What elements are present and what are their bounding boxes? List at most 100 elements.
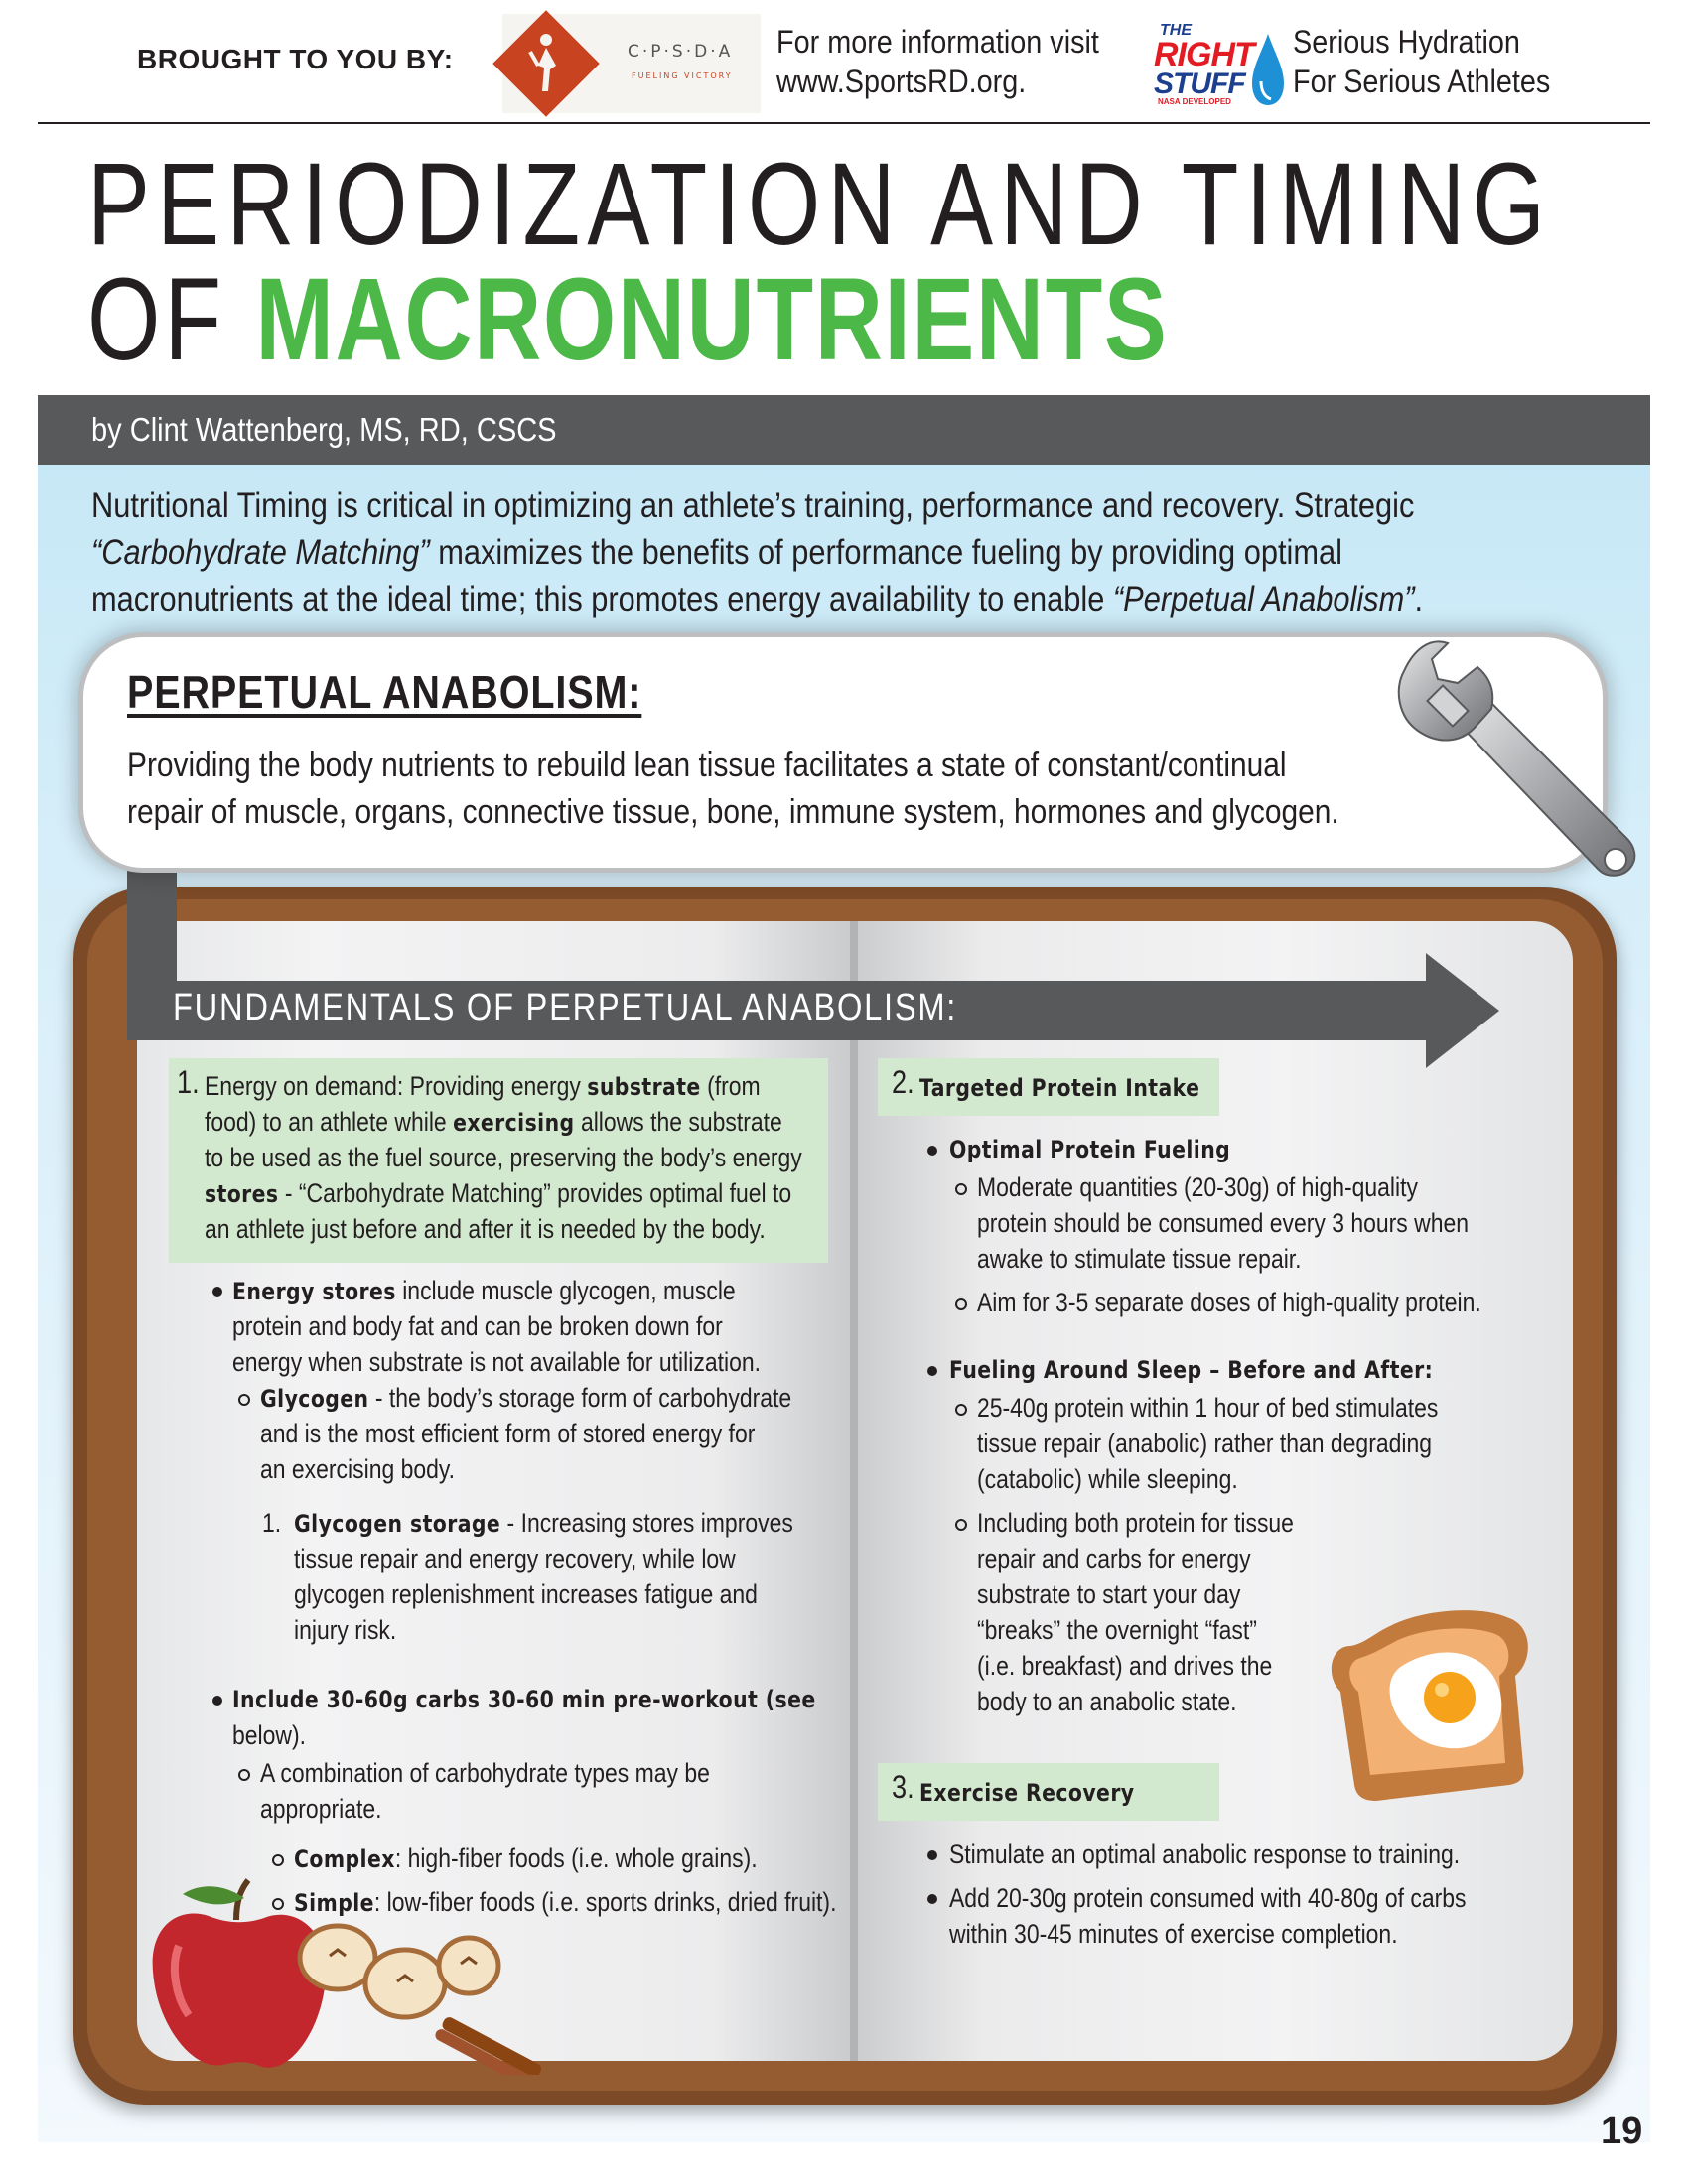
cpsda-logo: C·P·S·D·A FUELING VICTORY [492, 10, 761, 117]
bullet-dot [927, 1366, 937, 1376]
s1-l2b: exercising [453, 1109, 575, 1137]
fundamentals-title: FUNDAMENTALS OF PERPETUAL ANABOLISM: [173, 987, 958, 1028]
section-1-line-4: stores - “Carbohydrate Matching” provide… [205, 1175, 791, 1212]
section-3-number: 3. [892, 1769, 914, 1805]
section-1-line-3: to be used as the fuel source, preservin… [205, 1143, 802, 1172]
g-l1a: Glycogen [260, 1385, 369, 1413]
callout-body: Providing the body nutrients to rebuild … [127, 743, 1339, 836]
glycogen-line-3: an exercising body. [260, 1454, 456, 1484]
perpetual-anabolism-term: “Perpetual Anabolism” [1112, 580, 1415, 618]
fundamentals-banner [127, 981, 1428, 1040]
sub-bullet-ring [238, 1769, 250, 1781]
section-2-box [878, 1058, 1219, 1116]
byline-bar [38, 395, 1650, 465]
energy-stores-line-2: protein and body fat and can be broken d… [232, 1311, 723, 1341]
g-l1b: - the body’s storage form of carbohydrat… [368, 1383, 792, 1413]
logo-nasa-developed: NASA DEVELOPED [1158, 97, 1231, 106]
recovery-line-2: Add 20-30g protein consumed with 40-80g … [949, 1883, 1467, 1913]
right-stuff-logo: THE RIGHT STUFF NASA DEVELOPED [1152, 18, 1284, 107]
s1-l4b: - “Carbohydrate Matching” provides optim… [278, 1178, 792, 1208]
bullet-dot [927, 1146, 937, 1156]
logo-the: THE [1160, 22, 1192, 39]
s1-l1b: substrate [587, 1073, 701, 1101]
carbohydrate-matching-term: “Carbohydrate Matching” [91, 533, 430, 572]
bullet-dot [212, 1696, 222, 1706]
apple-and-cinnamon-icon [152, 1878, 542, 2075]
tagline-line-2: For Serious Athletes [1293, 64, 1551, 99]
sub-bullet-ring [272, 1854, 284, 1866]
intro-line-1: Nutritional Timing is critical in optimi… [91, 486, 1415, 525]
intro-line-3-start: macronutrients at the ideal time; this p… [91, 580, 1113, 618]
tagline-line-1: Serious Hydration [1293, 24, 1520, 60]
protein-bed-line-3: (catabolic) while sleeping. [977, 1464, 1238, 1494]
s1-l1c: (from [700, 1071, 761, 1101]
notebook-spine [850, 921, 858, 2061]
sub-bullet-ring [955, 1298, 967, 1310]
breakfast-line-1: Including both protein for tissue [977, 1508, 1294, 1538]
combination-line-1: A combination of carbohydrate types may … [260, 1758, 710, 1788]
fueling-around-sleep: Fueling Around Sleep – Before and After: [949, 1356, 1434, 1384]
cpsda-logo-tagline: FUELING VICTORY [632, 71, 733, 80]
author-byline: by Clint Wattenberg, MS, RD, CSCS [91, 411, 557, 448]
glycogen-line-1: Glycogen - the body’s storage form of ca… [260, 1380, 791, 1417]
sub-bullet-ring [955, 1183, 967, 1195]
cx-b: : high-fiber foods (i.e. whole grains). [394, 1843, 758, 1873]
page-title: PERIODIZATION AND TIMING OF MACRONUTRIEN… [87, 139, 1553, 378]
intro-line-2-rest: maximizes the benefits of performance fu… [429, 533, 1342, 572]
perpetual-anabolism-callout [83, 637, 1603, 868]
energy-stores-line-1: Energy stores include muscle glycogen, m… [232, 1273, 736, 1309]
section-1-box [169, 1058, 828, 1263]
pre-workout-line-2: below). [232, 1720, 306, 1750]
glycogen-line-2: and is the most efficient form of stored… [260, 1419, 756, 1448]
athlete-figure-icon [528, 34, 556, 91]
moderate-quantities-line-2: protein should be consumed every 3 hours… [977, 1208, 1470, 1238]
simple-carbs-line: Simple: low-fiber foods (i.e. sports dri… [294, 1884, 836, 1921]
glycogen-storage-line-3: glycogen replenishment increases fatigue… [294, 1579, 758, 1609]
protein-bed-line-1: 25-40g protein within 1 hour of bed stim… [977, 1393, 1439, 1423]
hydration-tagline: Serious Hydration For Serious Athletes [1293, 22, 1550, 101]
section-1-line-2: food) to an athlete while exercising all… [205, 1104, 782, 1141]
intro-line-3: macronutrients at the ideal time; this p… [91, 576, 1455, 622]
intro-paragraph: Nutritional Timing is critical in optimi… [91, 482, 1455, 622]
section-1-number: 1. [177, 1064, 200, 1100]
combination-line-2: appropriate. [260, 1794, 382, 1824]
title-line-1: PERIODIZATION AND TIMING [87, 139, 1553, 270]
logo-right: RIGHT [1154, 36, 1255, 73]
title-line-2: OF MACRONUTRIENTS [87, 261, 1552, 378]
intro-line-3-end: . [1414, 580, 1424, 618]
breakfast-line-3: substrate to start your day [977, 1579, 1241, 1609]
bullet-dot [927, 1894, 937, 1904]
page-number: 19 [1601, 2111, 1643, 2152]
header-divider [38, 122, 1650, 124]
callout-title: PERPETUAL ANABOLISM: [127, 666, 642, 718]
bullet-dot [927, 1850, 937, 1860]
sp-b: : low-fiber foods (i.e. sports drinks, d… [373, 1887, 837, 1917]
cpsda-logo-letters: C·P·S·D·A [628, 42, 734, 62]
moderate-quantities-line-3: awake to stimulate tissue repair. [977, 1244, 1302, 1274]
optimal-protein-fueling: Optimal Protein Fueling [949, 1136, 1231, 1163]
energy-stores-line-3: energy when substrate is not available f… [232, 1347, 761, 1377]
sub-bullet-ring [238, 1394, 250, 1406]
gs-l1a: Glycogen storage [294, 1510, 501, 1538]
recovery-line-3: within 30-45 minutes of exercise complet… [949, 1919, 1398, 1949]
callout-line-2: repair of muscle, organs, connective tis… [127, 793, 1339, 831]
glycogen-storage-line-1: Glycogen storage - Increasing stores imp… [294, 1505, 793, 1542]
breakfast-line-6: body to an anabolic state. [977, 1687, 1237, 1716]
title-highlight: MACRONUTRIENTS [255, 254, 1169, 385]
sponsor-header: BROUGHT TO YOU BY: C·P·S·D·A FUELING VIC… [0, 0, 1688, 123]
sub-bullet-ring [272, 1898, 284, 1910]
protein-bed-line-2: tissue repair (anabolic) rather than deg… [977, 1429, 1433, 1458]
complex-carbs-line: Complex: high-fiber foods (i.e. whole gr… [294, 1841, 758, 1877]
cx-a: Complex [294, 1845, 395, 1873]
more-info-text: For more information visit www.SportsRD.… [776, 22, 1099, 101]
s1-l4a: stores [205, 1180, 279, 1208]
logo-stuff: STUFF [1154, 68, 1246, 100]
glycogen-storage-line-4: injury risk. [294, 1615, 397, 1645]
sportsrd-link[interactable]: www.SportsRD.org. [776, 64, 1027, 99]
sp-a: Simple [294, 1889, 374, 1917]
intro-line-2: “Carbohydrate Matching” maximizes the be… [91, 529, 1455, 576]
gs-l1b: - Increasing stores improves [500, 1508, 793, 1538]
moderate-quantities-line-1: Moderate quantities (20-30g) of high-qua… [977, 1172, 1418, 1202]
callout-line-1: Providing the body nutrients to rebuild … [127, 747, 1287, 784]
fundamentals-arrow-icon [1426, 953, 1499, 1068]
